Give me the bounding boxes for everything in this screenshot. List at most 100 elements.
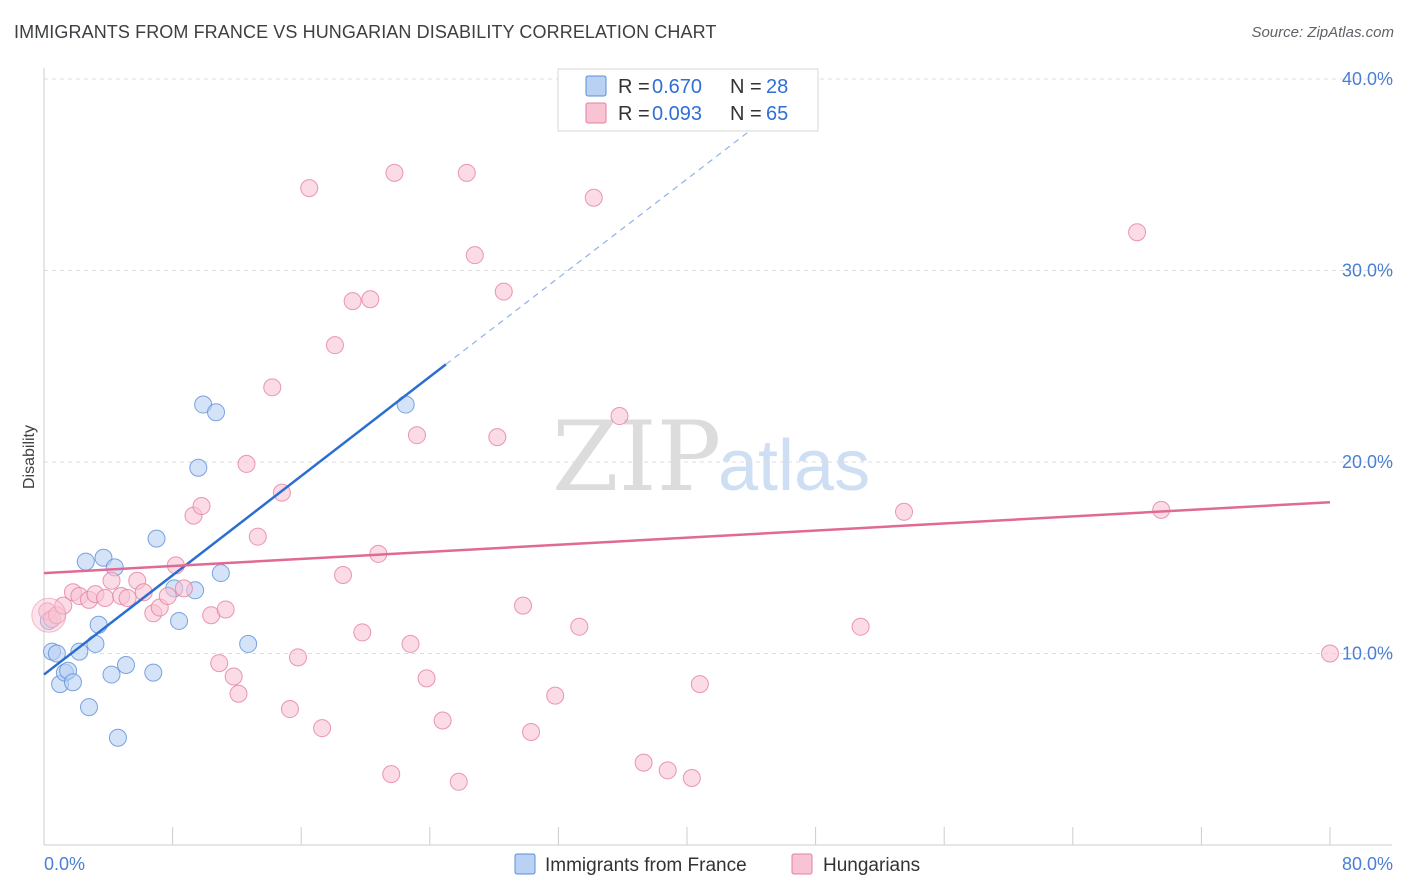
bottom-legend: Immigrants from France Hungarians [514, 853, 920, 876]
hungarian-point-35 [333, 565, 352, 584]
hungarian-point-41 [385, 163, 404, 182]
france-point-20 [170, 611, 189, 630]
chart-source: Source: ZipAtlas.com [1251, 24, 1394, 41]
x-tick-label-min: 0.0% [44, 854, 85, 874]
france-point-22 [189, 458, 208, 477]
legend-n-label-pink: N = [730, 103, 762, 125]
hungarian-point-60 [690, 675, 709, 694]
hungarian-point-62 [895, 502, 914, 521]
bottom-legend-swatch-pink [791, 853, 813, 875]
hungarian-point-47 [457, 163, 476, 182]
bottom-legend-label-blue: Immigrants from France [545, 855, 747, 876]
hungarian-point-58 [658, 761, 677, 780]
hungarian-point-cluster [31, 597, 67, 633]
hungarian-point-61 [851, 617, 870, 636]
france-point-26 [239, 634, 258, 653]
hungarian-point-11 [118, 588, 137, 607]
y-tick-label-10: 10.0% [1342, 644, 1393, 664]
watermark-atlas: atlas [718, 426, 870, 506]
hungarian-point-34 [325, 336, 344, 355]
hungarian-point-30 [280, 700, 299, 719]
france-point-9 [80, 698, 99, 717]
hungarian-point-45 [433, 711, 452, 730]
trend-line-hungarians [43, 500, 1331, 575]
x-axis [43, 68, 1392, 846]
hungarian-point-42 [401, 634, 420, 653]
hungarian-point-46 [449, 772, 468, 791]
chart-title: IMMIGRANTS FROM FRANCE VS HUNGARIAN DISA… [14, 22, 717, 42]
france-point-8 [76, 552, 95, 571]
y-tick-label-20: 20.0% [1342, 452, 1393, 472]
legend-r-label-pink: R = [618, 103, 650, 125]
hungarian-point-59 [682, 768, 701, 787]
hungarian-point-43 [407, 426, 426, 445]
hungarian-point-18 [174, 579, 193, 598]
france-point-11 [89, 615, 108, 634]
y-tick-labels: 10.0% 20.0% 30.0% 40.0% [1342, 69, 1393, 664]
hungarian-point-9 [102, 571, 121, 590]
watermark-zip: ZIP [552, 401, 721, 513]
hungarian-point-63 [1128, 223, 1147, 242]
hungarian-point-38 [361, 290, 380, 309]
france-point-13 [102, 665, 121, 684]
legend-n-value-blue: 28 [766, 76, 788, 98]
hungarian-point-24 [224, 667, 243, 686]
hungarian-point-52 [522, 723, 541, 742]
hungarian-point-50 [494, 282, 513, 301]
trend-line-france-extension [445, 116, 768, 365]
legend-swatch-pink [585, 102, 607, 124]
hungarian-point-25 [229, 684, 248, 703]
watermark: ZIP atlas [552, 401, 870, 513]
legend-n-value-pink: 65 [766, 103, 788, 125]
y-axis-title: Disability [21, 425, 38, 489]
france-point-7 [70, 642, 89, 661]
hungarian-point-64 [1152, 500, 1171, 519]
hungarian-point-20 [192, 497, 211, 516]
hungarian-point-53 [546, 686, 565, 705]
france-point-6 [63, 673, 82, 692]
trend-lines [43, 116, 1331, 676]
hungarian-point-32 [300, 179, 319, 198]
x-tick-label-max: 80.0% [1342, 854, 1393, 874]
hungarian-point-22 [210, 654, 229, 673]
hungarian-point-57 [634, 753, 653, 772]
france-point-18 [147, 529, 166, 548]
hungarian-point-8 [96, 588, 115, 607]
y-tick-label-30: 30.0% [1342, 261, 1393, 281]
france-point-17 [144, 663, 163, 682]
hungarian-point-37 [353, 623, 372, 642]
hungarian-point-36 [343, 292, 362, 311]
hungarian-point-23 [216, 600, 235, 619]
hungarian-point-27 [248, 527, 267, 546]
france-point-2 [47, 644, 66, 663]
hungarian-point-51 [514, 596, 533, 615]
y-tick-label-40: 40.0% [1342, 69, 1393, 89]
hungarian-point-31 [288, 648, 307, 667]
hungarian-point-40 [382, 765, 401, 784]
hungarian-point-49 [488, 428, 507, 447]
trend-line-france [43, 363, 447, 676]
legend-swatch-blue [585, 75, 607, 97]
france-point-24 [207, 403, 226, 422]
hungarian-point-16 [158, 587, 177, 606]
france-point-15 [108, 728, 127, 747]
hungarian-point-28 [263, 378, 282, 397]
bottom-legend-swatch-blue [514, 853, 536, 875]
hungarian-point-56 [610, 407, 629, 426]
hungarian-point-48 [465, 246, 484, 265]
hungarian-point-44 [417, 669, 436, 688]
bottom-legend-label-pink: Hungarians [823, 855, 920, 876]
hungarian-point-65 [1321, 644, 1339, 663]
gridlines [44, 78, 1392, 654]
france-point-25 [211, 564, 230, 583]
legend-r-value-pink: 0.093 [652, 103, 702, 125]
top-legend: R = 0.670 N = 28 R = 0.093 N = 65 [557, 68, 819, 132]
france-point-16 [116, 655, 135, 674]
hungarian-point-26 [237, 454, 256, 473]
legend-r-label-blue: R = [618, 76, 650, 98]
scatter-points [31, 163, 1339, 791]
hungarian-point-55 [584, 188, 603, 207]
hungarian-point-54 [570, 617, 589, 636]
hungarian-point-33 [313, 719, 332, 738]
